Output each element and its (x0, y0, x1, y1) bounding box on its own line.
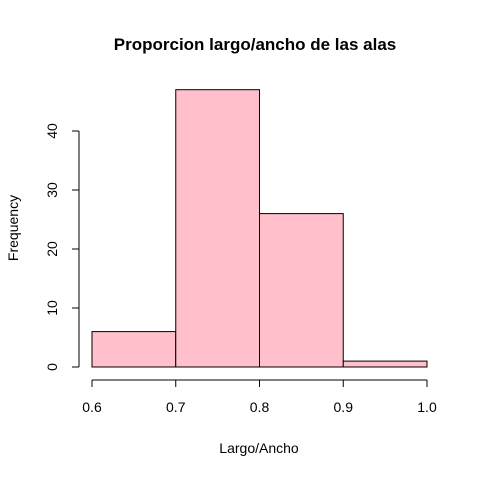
y-axis-label: Frequency (5, 195, 21, 261)
y-tick-label-3: 30 (44, 182, 60, 198)
histogram-bar-3 (342, 360, 428, 368)
x-tick-label-1: 0.7 (166, 399, 186, 415)
x-tick-label-2: 0.8 (250, 399, 270, 415)
y-tick-label-2: 20 (44, 241, 60, 257)
x-tick-label-3: 0.9 (334, 399, 354, 415)
y-tick-label-0: 0 (44, 363, 60, 371)
x-axis-label: Largo/Ancho (219, 440, 299, 456)
x-axis: 0.6 0.7 0.8 0.9 1.0 (82, 379, 437, 415)
bars-group (91, 89, 428, 368)
histogram-bar-1 (175, 89, 260, 368)
y-tick-label-1: 10 (44, 300, 60, 316)
histogram-bar-0 (91, 331, 177, 368)
y-axis: 0 10 20 30 40 (44, 123, 80, 371)
chart-title: Proporcion largo/ancho de las alas (114, 35, 396, 54)
x-tick-label-0: 0.6 (82, 399, 102, 415)
histogram-bar-2 (259, 213, 344, 368)
x-tick-label-4: 1.0 (417, 399, 437, 415)
y-tick-label-4: 40 (44, 123, 60, 139)
